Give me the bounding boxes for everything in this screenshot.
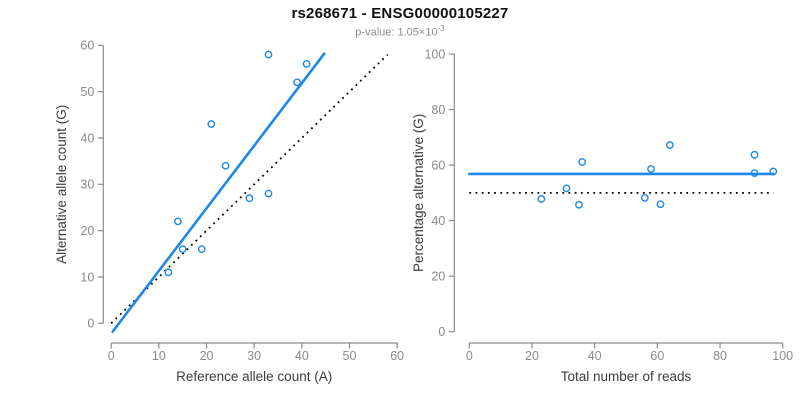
x-tick-label: 20 [200,349,214,363]
x-tick-label: 60 [650,349,664,363]
data-point [264,50,273,59]
y-tick-label: 80 [431,103,445,117]
data-point [647,165,655,173]
data-point [750,169,759,178]
data-point [197,245,206,254]
y-axis-title: Alternative allele count (G) [54,105,69,264]
y-tick-label: 30 [80,178,94,192]
y-tick-label: 20 [431,269,445,283]
x-tick-label: 40 [295,349,309,363]
x-axis-title: Total number of reads [561,369,692,384]
y-tick-label: 60 [431,158,445,172]
x-tick-label: 20 [525,349,539,363]
x-tick-label: 60 [390,349,404,363]
y-tick-label: 0 [87,317,94,331]
data-point [575,200,583,209]
left-plot-allele-counts: 0 10 20 30 40 50 60 0 10 20 30 40 50 60 Reference alle… [54,39,404,384]
y-tick-label: 40 [431,214,445,228]
data-point [221,161,230,170]
y-tick-label: 60 [80,39,94,53]
x-tick-label: 50 [343,349,357,363]
data-point [578,158,587,166]
y-tick-label: 20 [80,224,94,238]
data-point [665,141,674,149]
x-tick-label: 80 [713,349,727,363]
data-point [537,195,546,203]
y-tick-label: 10 [80,270,94,284]
pvalue-exponent: -3 [437,24,445,33]
y-tick-label: 0 [438,325,445,339]
figure-subtitle: p-value: 1.05×10-3 [0,24,800,39]
data-point [245,194,254,203]
data-point [293,78,301,87]
data-point [302,59,311,68]
data-point [750,150,759,159]
data-point [769,167,778,176]
x-tick-label: 0 [108,349,115,363]
y-axis-title: Percentage alternative (G) [411,114,426,272]
right-plot-percentage-alternative: 0 20 40 60 80 100 0 20 40 60 80 100 Total number of … [411,47,793,384]
x-tick-label: 0 [466,349,473,363]
x-tick-label: 40 [588,349,602,363]
data-point [264,189,273,198]
fit-line [111,52,326,333]
y-tick-label: 50 [80,85,94,99]
x-tick-label: 10 [152,349,166,363]
x-tick-label: 100 [772,349,793,363]
y-tick-label: 100 [424,47,445,61]
data-point [174,217,182,226]
data-point [178,245,187,254]
figure-title: rs268671 - ENSG00000105227 [291,5,509,22]
data-point [640,193,649,202]
x-axis-title: Reference allele count (A) [176,369,332,384]
x-tick-label: 30 [247,349,261,363]
data-point [207,120,216,128]
pvalue-text: p-value: 1.05×10 [355,26,438,39]
data-point [656,200,665,209]
data-point [562,184,571,193]
dotted-reference-line [110,53,389,324]
y-tick-label: 40 [80,131,94,145]
data-point [164,268,173,277]
